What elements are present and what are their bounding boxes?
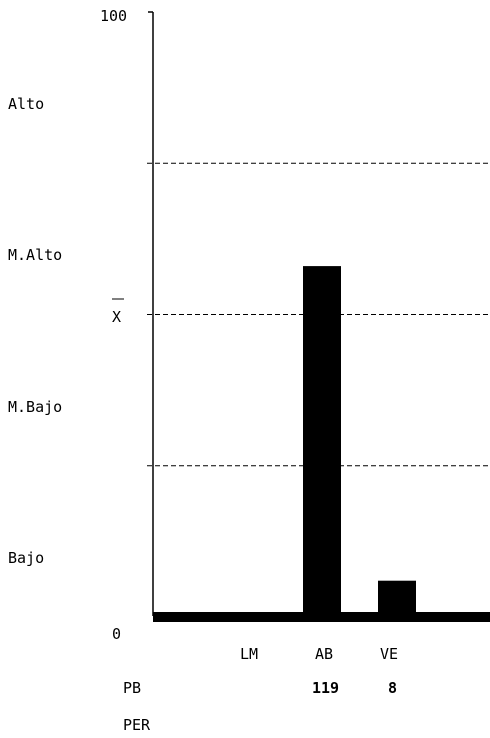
category-label-lm: LM (240, 645, 258, 663)
pb-value-ve: 8 (388, 679, 397, 697)
level-label-bajo: Bajo (8, 549, 44, 567)
row-label-pb: PB (123, 679, 141, 697)
category-label-ab: AB (315, 645, 333, 663)
y-tick-mean: X (112, 308, 121, 326)
y-tick-100: 100 (100, 7, 127, 25)
y-tick-0: 0 (112, 625, 121, 643)
level-label-m-bajo: M.Bajo (8, 398, 62, 416)
bar-ve (378, 580, 416, 617)
pb-value-ab: 119 (312, 679, 339, 697)
bar-ab (303, 266, 341, 617)
level-label-alto: Alto (8, 95, 44, 113)
level-label-m-alto: M.Alto (8, 246, 62, 264)
category-label-ve: VE (380, 645, 398, 663)
row-label-per: PER (123, 716, 151, 734)
baseline-bar (153, 612, 490, 622)
